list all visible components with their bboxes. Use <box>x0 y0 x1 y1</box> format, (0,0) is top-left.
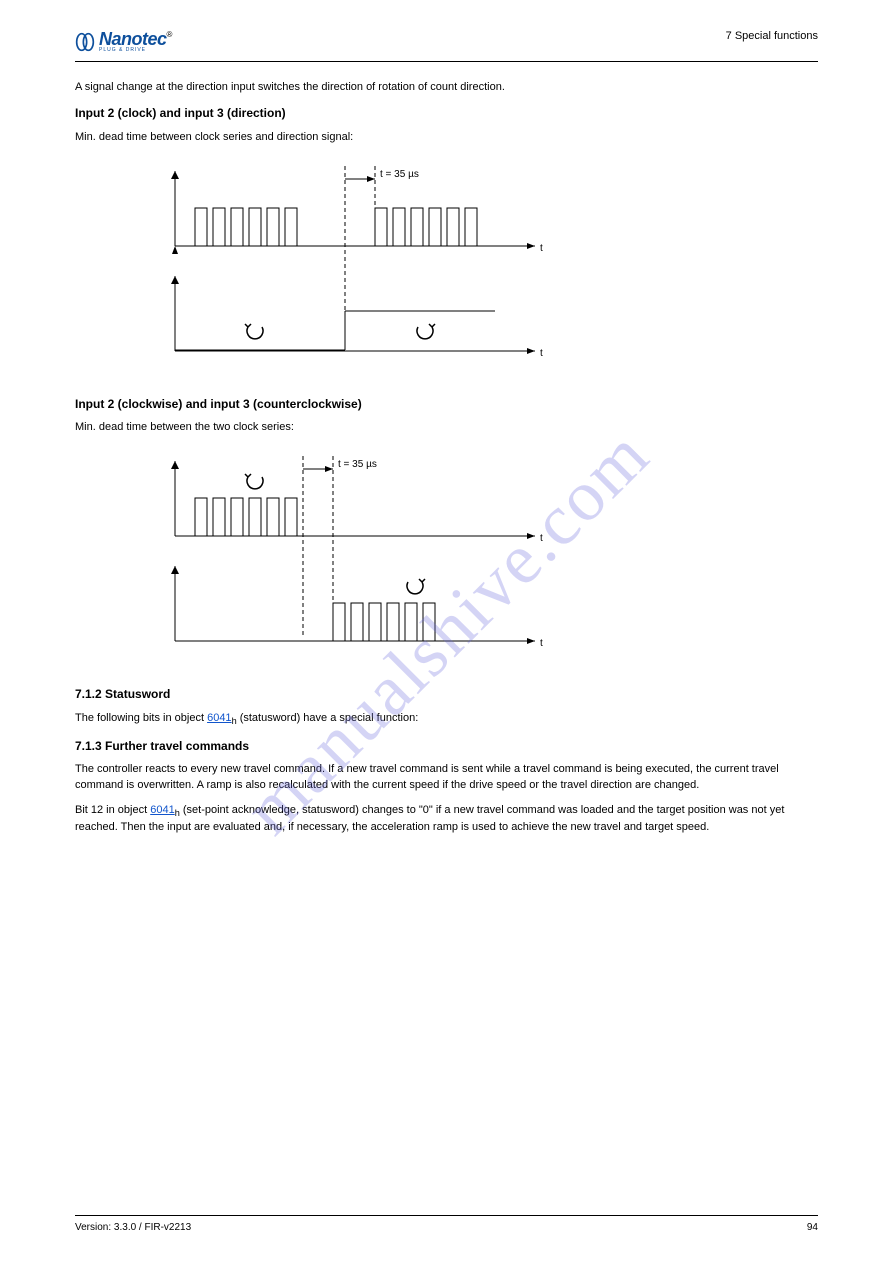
svg-text:t: t <box>540 243 543 254</box>
section-title: 7 Special functions <box>726 30 818 42</box>
cw-ccw-heading: Input 2 (clockwise) and input 3 (counter… <box>75 396 818 413</box>
brand-name: Nanotec <box>99 29 167 49</box>
nanotec-icon <box>75 32 95 52</box>
cw-ccw-chart: t = 35 µs Input 2 t Input 3 t <box>155 451 818 671</box>
footer-version: Version: 3.3.0 / FIR-v2213 <box>75 1222 191 1233</box>
object-6041-link-1[interactable]: 6041 <box>207 712 231 724</box>
section-7-1-3-heading: 7.1.3 Further travel commands <box>75 738 818 755</box>
footer-page-number: 94 <box>807 1222 818 1233</box>
svg-text:t = 35 µs: t = 35 µs <box>338 459 377 470</box>
clock-direction-deadtime-label: Min. dead time between clock series and … <box>75 130 818 145</box>
section-7-1-2-body: The following bits in object 6041h (stat… <box>75 711 818 728</box>
section-7-1-3-p2: Bit 12 in object 6041h (set-point acknow… <box>75 803 818 835</box>
svg-text:t: t <box>540 638 543 649</box>
brand-tagline: PLUG & DRIVE <box>99 48 172 53</box>
statusword-text-2: (statusword) have a special function: <box>237 712 419 724</box>
svg-text:t: t <box>540 348 543 359</box>
intro-paragraph: A signal change at the direction input s… <box>75 80 818 95</box>
further-travel-text-1: Bit 12 in object <box>75 804 150 816</box>
further-travel-text-2: (set-point acknowledge, statusword) chan… <box>75 804 784 833</box>
statusword-text-1: The following bits in object <box>75 712 207 724</box>
section-7-1-2-heading: 7.1.2 Statusword <box>75 686 818 703</box>
clock-direction-heading: Input 2 (clock) and input 3 (direction) <box>75 105 818 122</box>
page-header: Nanotec® PLUG & DRIVE 7 Special function… <box>75 30 818 62</box>
object-6041-link-2[interactable]: 6041 <box>150 804 174 816</box>
section-7-1-3-p1: The controller reacts to every new trave… <box>75 762 818 793</box>
clock-direction-chart: t = 35 µs Input 2 t <box>155 161 818 381</box>
brand-logo: Nanotec® PLUG & DRIVE <box>75 30 172 53</box>
page-footer: Version: 3.3.0 / FIR-v2213 94 <box>75 1215 818 1233</box>
chart2-svg: t = 35 µs Input 2 t Input 3 t <box>155 451 575 671</box>
chart1-svg: t = 35 µs Input 2 t <box>155 161 575 381</box>
cw-ccw-deadtime-label: Min. dead time between the two clock ser… <box>75 420 818 435</box>
svg-text:t: t <box>540 533 543 544</box>
chart1-deadtime-label: t = 35 µs <box>380 169 419 180</box>
registered-mark: ® <box>167 30 173 39</box>
